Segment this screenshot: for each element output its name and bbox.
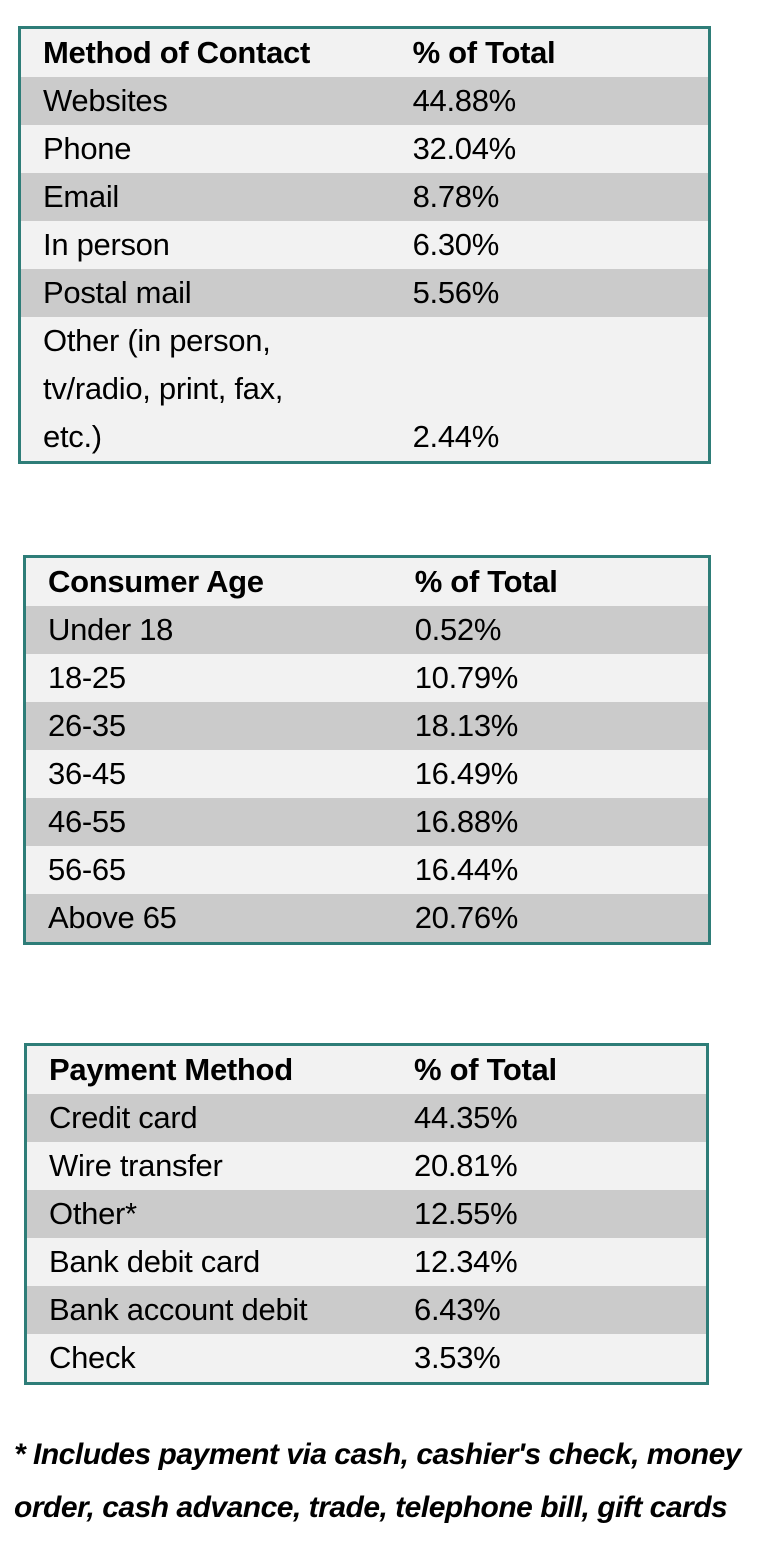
row-value: 6.43% xyxy=(414,1292,501,1327)
row-label: Above 65 xyxy=(48,900,177,935)
table-row: Phone 32.04% xyxy=(21,125,708,173)
table-row: Bank debit card 12.34% xyxy=(27,1238,706,1286)
column-header-method-of-contact: Method of Contact xyxy=(43,35,310,70)
table-row: Bank account debit 6.43% xyxy=(27,1286,706,1334)
column-header-consumer-age: Consumer Age xyxy=(48,564,264,599)
payment-method-table: Payment Method % of Total Credit card 44.… xyxy=(24,1043,709,1385)
row-value: 16.49% xyxy=(414,756,519,791)
table-body: Under 18 0.52% 18-25 10.79% 26-35 18.13% 36-45… xyxy=(26,606,708,942)
table-header-row: Payment Method % of Total xyxy=(27,1046,706,1094)
row-label: In person xyxy=(43,227,170,262)
table-row: Under 18 0.52% xyxy=(26,606,708,654)
row-value: 5.56% xyxy=(412,275,500,310)
row-label: Bank debit card xyxy=(49,1244,260,1279)
column-header-payment-method: Payment Method xyxy=(49,1052,293,1087)
row-label: Postal mail xyxy=(43,275,192,310)
row-value: 6.30% xyxy=(412,227,500,262)
consumer-age-table: Consumer Age % of Total Under 18 0.52% 18-… xyxy=(23,555,711,945)
table-row: Other (in person, tv/radio, print, fax, … xyxy=(21,317,708,461)
row-label: Under 18 xyxy=(48,612,174,647)
table-body: Credit card 44.35% Wire transfer 20.81% Othe… xyxy=(27,1094,706,1382)
row-label: Websites xyxy=(43,83,168,118)
payment-method-footnote: * Includes payment via cash, cashier's c… xyxy=(14,1428,762,1534)
table-row: In person 6.30% xyxy=(21,221,708,269)
row-label: Check xyxy=(49,1340,136,1375)
row-value: 10.79% xyxy=(414,660,519,695)
table-row: Websites 44.88% xyxy=(21,77,708,125)
row-value: 2.44% xyxy=(412,419,500,454)
table-row: 26-35 18.13% xyxy=(26,702,708,750)
table-row: Above 65 20.76% xyxy=(26,894,708,942)
table-row: Postal mail 5.56% xyxy=(21,269,708,317)
table-body: Websites 44.88% Phone 32.04% Email 8.78% In pe… xyxy=(21,77,708,461)
table-header-row: Consumer Age % of Total xyxy=(26,558,708,606)
column-header-percent-of-total: % of Total xyxy=(414,1052,557,1087)
row-label: Email xyxy=(43,179,120,214)
table-row: Wire transfer 20.81% xyxy=(27,1142,706,1190)
row-value: 16.44% xyxy=(414,852,519,887)
row-value: 18.13% xyxy=(414,708,519,743)
row-label: 18-25 xyxy=(48,660,126,695)
table-row: Email 8.78% xyxy=(21,173,708,221)
footnote-line: * Includes payment via cash, cashier's c… xyxy=(14,1438,742,1471)
table-header-row: Method of Contact % of Total xyxy=(21,29,708,77)
row-label: Bank account debit xyxy=(49,1292,308,1327)
row-label: 56-65 xyxy=(48,852,126,887)
row-value: 20.76% xyxy=(414,900,519,935)
row-value: 8.78% xyxy=(412,179,500,214)
row-value: 12.55% xyxy=(414,1196,518,1231)
row-label: Phone xyxy=(43,131,132,166)
row-value: 44.35% xyxy=(414,1100,518,1135)
row-value: 3.53% xyxy=(414,1340,501,1375)
row-label: Other (in person, tv/radio, print, fax, … xyxy=(43,323,284,454)
table-row: Other* 12.55% xyxy=(27,1190,706,1238)
table-row: Credit card 44.35% xyxy=(27,1094,706,1142)
row-value: 16.88% xyxy=(414,804,519,839)
table-row: Check 3.53% xyxy=(27,1334,706,1382)
row-label: Credit card xyxy=(49,1100,198,1135)
column-header-percent-of-total: % of Total xyxy=(414,564,558,599)
row-label: Other* xyxy=(49,1196,137,1231)
row-value: 12.34% xyxy=(414,1244,518,1279)
table-row: 36-45 16.49% xyxy=(26,750,708,798)
method-of-contact-table: Method of Contact % of Total Websites 44.… xyxy=(18,26,711,464)
column-header-percent-of-total: % of Total xyxy=(412,35,556,70)
row-value: 20.81% xyxy=(414,1148,518,1183)
table-row: 56-65 16.44% xyxy=(26,846,708,894)
row-value: 0.52% xyxy=(414,612,502,647)
row-label: 46-55 xyxy=(48,804,126,839)
row-label: 36-45 xyxy=(48,756,126,791)
row-value: 44.88% xyxy=(412,83,517,118)
row-label: 26-35 xyxy=(48,708,126,743)
footnote-line: order, cash advance, trade, telephone bi… xyxy=(14,1491,728,1524)
row-value: 32.04% xyxy=(412,131,517,166)
table-row: 18-25 10.79% xyxy=(26,654,708,702)
row-label: Wire transfer xyxy=(49,1148,223,1183)
table-row: 46-55 16.88% xyxy=(26,798,708,846)
